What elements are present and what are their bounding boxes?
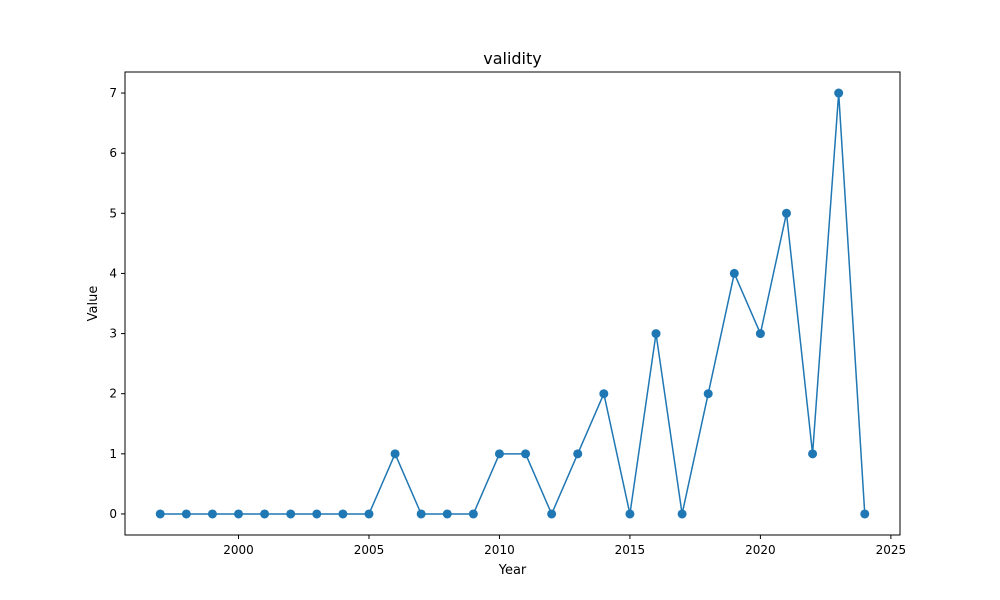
x-tick-label: 2010 xyxy=(484,543,515,557)
data-point xyxy=(181,509,191,519)
data-point xyxy=(729,268,739,278)
y-tick-label: 6 xyxy=(109,146,117,160)
data-point xyxy=(207,509,217,519)
data-point xyxy=(808,449,818,459)
data-point xyxy=(860,509,870,519)
data-point xyxy=(834,88,844,98)
data-point xyxy=(390,449,400,459)
data-point xyxy=(625,509,635,519)
y-axis-label: Value xyxy=(86,286,101,322)
data-point xyxy=(573,449,583,459)
y-tick-label: 4 xyxy=(109,266,117,280)
x-tick-label: 2000 xyxy=(223,543,254,557)
data-point xyxy=(442,509,452,519)
data-point xyxy=(599,389,609,399)
y-tick-label: 2 xyxy=(109,387,117,401)
plot-area xyxy=(155,88,870,519)
x-axis: 2000 2005 2010 2015 2020 2025 xyxy=(223,535,906,557)
data-point xyxy=(286,509,296,519)
data-point xyxy=(651,329,661,339)
data-point xyxy=(677,509,687,519)
data-point xyxy=(364,509,374,519)
y-tick-label: 7 xyxy=(109,86,117,100)
data-point xyxy=(547,509,557,519)
data-point xyxy=(703,389,713,399)
y-axis: 0 1 2 3 4 5 6 7 xyxy=(109,86,125,521)
x-tick-label: 2005 xyxy=(354,543,385,557)
y-tick-label: 5 xyxy=(109,206,117,220)
data-point xyxy=(312,509,322,519)
data-point xyxy=(416,509,426,519)
data-point xyxy=(468,509,478,519)
data-point xyxy=(338,509,348,519)
data-point xyxy=(755,329,765,339)
data-point xyxy=(234,509,244,519)
axes-frame xyxy=(124,71,901,536)
x-axis-label: Year xyxy=(498,563,527,578)
y-tick-label: 0 xyxy=(109,507,117,521)
data-point xyxy=(781,208,791,218)
y-tick-label: 1 xyxy=(109,447,117,461)
data-point xyxy=(155,509,165,519)
x-tick-label: 2020 xyxy=(745,543,776,557)
data-point xyxy=(521,449,531,459)
chart-title: validity xyxy=(483,49,542,68)
data-point xyxy=(260,509,270,519)
series-line xyxy=(160,92,866,515)
data-point xyxy=(494,449,504,459)
y-tick-label: 3 xyxy=(109,327,117,341)
x-tick-label: 2015 xyxy=(615,543,646,557)
x-tick-label: 2025 xyxy=(876,543,907,557)
